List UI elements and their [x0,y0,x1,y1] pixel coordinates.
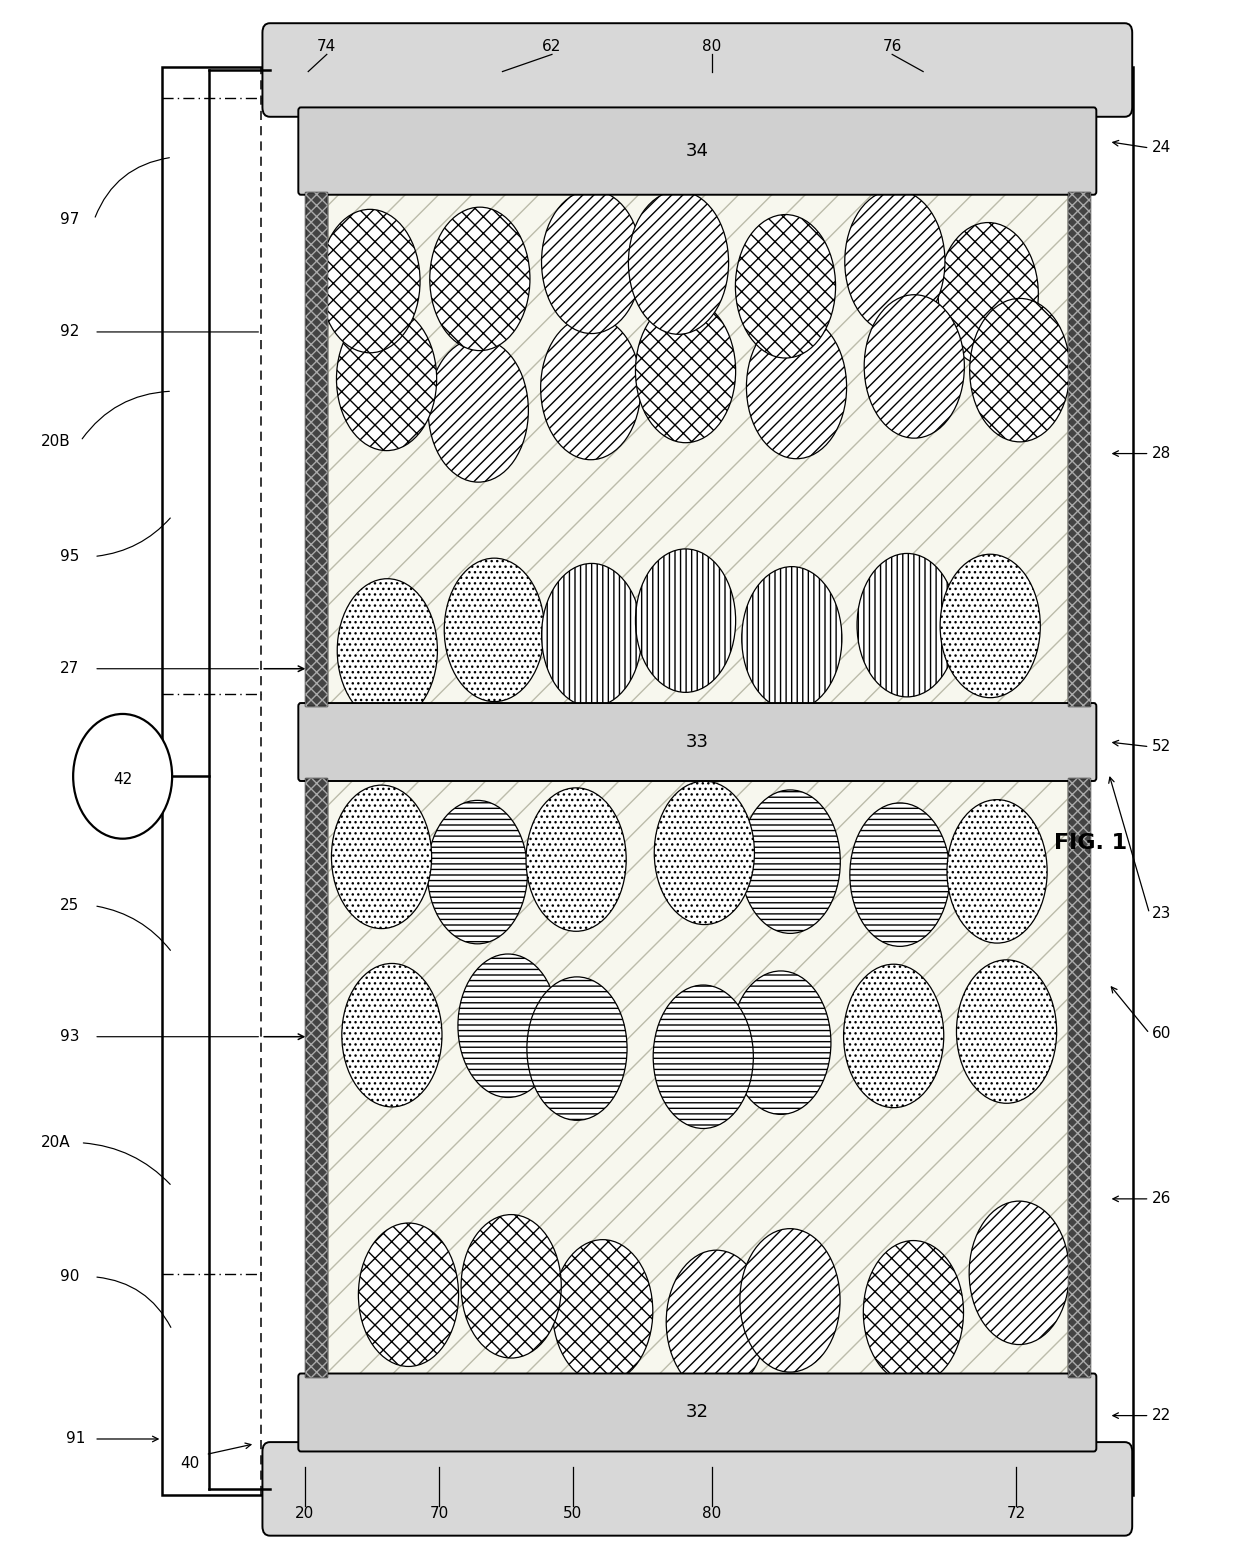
Text: 90: 90 [60,1270,79,1284]
Text: 80: 80 [702,1506,722,1521]
Text: 22: 22 [1152,1407,1172,1423]
Text: 28: 28 [1152,447,1172,461]
Ellipse shape [428,800,527,943]
Bar [1068,192,1090,706]
Ellipse shape [635,300,735,442]
Text: 20A: 20A [41,1136,71,1150]
Ellipse shape [857,553,957,697]
Bar [327,778,1068,1376]
Ellipse shape [527,976,627,1120]
Ellipse shape [863,1240,963,1384]
Text: 33: 33 [686,733,709,751]
Ellipse shape [542,564,642,708]
Ellipse shape [461,1215,562,1357]
FancyBboxPatch shape [263,23,1132,117]
Text: 20: 20 [295,1506,314,1521]
Ellipse shape [336,308,436,450]
Ellipse shape [849,803,950,947]
Bar [305,778,327,1376]
Ellipse shape [342,964,441,1107]
Ellipse shape [526,787,626,931]
Text: 92: 92 [60,325,79,339]
Bar [1068,778,1090,1376]
Ellipse shape [358,1223,459,1367]
FancyBboxPatch shape [263,1442,1132,1535]
Text: 62: 62 [542,39,562,55]
Text: 42: 42 [113,772,133,787]
Text: 26: 26 [1152,1192,1172,1206]
Text: 80: 80 [702,39,722,55]
Ellipse shape [428,339,528,483]
Ellipse shape [735,214,836,358]
Ellipse shape [320,209,420,353]
Text: 72: 72 [1007,1506,1025,1521]
Text: 97: 97 [60,212,79,226]
Ellipse shape [844,189,945,333]
Ellipse shape [541,316,641,459]
Text: 76: 76 [883,39,901,55]
Text: 25: 25 [60,898,79,914]
Text: 27: 27 [60,661,79,676]
Ellipse shape [970,298,1070,442]
Bar [327,192,1068,706]
Text: 24: 24 [1152,141,1172,156]
Bar [305,192,327,706]
Bar [162,67,1133,1495]
Circle shape [73,714,172,839]
Ellipse shape [746,316,847,459]
Ellipse shape [655,781,754,925]
Ellipse shape [653,986,754,1128]
Text: 40: 40 [180,1456,200,1471]
Ellipse shape [939,222,1038,366]
Ellipse shape [430,208,529,350]
Bar [1068,778,1090,1376]
Text: 95: 95 [60,548,79,564]
Bar [327,192,1068,706]
Ellipse shape [337,578,438,722]
Ellipse shape [740,790,841,934]
Ellipse shape [553,1240,652,1382]
Text: 50: 50 [563,1506,583,1521]
FancyBboxPatch shape [299,108,1096,195]
Text: 70: 70 [430,1506,449,1521]
Bar [327,778,1068,1376]
Text: 91: 91 [66,1431,86,1446]
Ellipse shape [740,1229,839,1371]
Text: 20B: 20B [41,434,71,448]
Bar [1068,192,1090,706]
Text: 34: 34 [686,142,709,159]
Ellipse shape [635,548,735,692]
Ellipse shape [331,786,432,928]
FancyBboxPatch shape [299,703,1096,781]
Ellipse shape [458,954,558,1098]
Ellipse shape [666,1250,766,1393]
Ellipse shape [970,1201,1069,1345]
Ellipse shape [940,555,1040,698]
Text: 32: 32 [686,1404,709,1421]
Text: 52: 52 [1152,739,1172,754]
Bar [305,778,327,1376]
Text: 60: 60 [1152,1026,1172,1042]
FancyBboxPatch shape [299,1373,1096,1451]
Ellipse shape [956,959,1056,1103]
Ellipse shape [843,964,944,1107]
Text: 74: 74 [317,39,336,55]
Ellipse shape [730,972,831,1114]
Text: 93: 93 [60,1029,79,1045]
Ellipse shape [947,800,1047,943]
Ellipse shape [864,295,965,439]
Text: 23: 23 [1152,906,1172,922]
Bar [305,192,327,706]
Ellipse shape [542,191,642,334]
Ellipse shape [742,567,842,711]
Ellipse shape [444,558,544,701]
Text: FIG. 1: FIG. 1 [1054,834,1127,853]
Ellipse shape [629,191,729,334]
